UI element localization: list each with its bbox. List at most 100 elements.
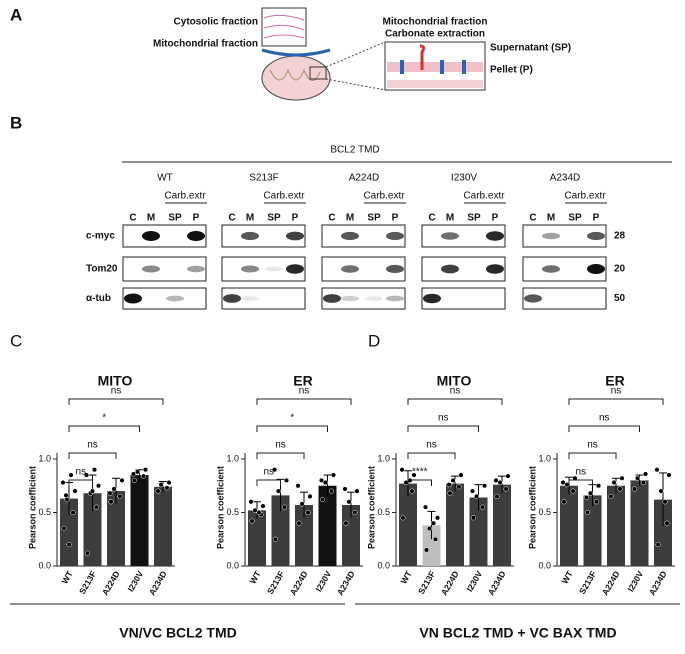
data-point	[583, 494, 590, 501]
x-tick-label: A224D	[600, 569, 622, 597]
protein	[462, 60, 466, 74]
carb-label: Carb.extr	[564, 191, 606, 202]
y-tick-label: 1.0	[538, 453, 551, 463]
sig-bracket	[256, 452, 305, 459]
x-tick-label: WT	[559, 568, 575, 585]
x-tick-label: WT	[59, 568, 75, 585]
bar	[107, 491, 125, 566]
label: Mitochondrial fraction	[153, 39, 258, 50]
band	[441, 232, 459, 240]
data-point	[561, 499, 567, 505]
y-tick-label: 0.5	[538, 507, 551, 517]
blot-box	[421, 224, 506, 248]
sig-label: ns	[299, 386, 310, 397]
blot-box	[122, 224, 207, 248]
data-point	[296, 520, 302, 526]
data-point	[166, 479, 172, 486]
sig-bracket	[568, 398, 664, 405]
zoom-line	[325, 78, 386, 91]
data-point	[319, 497, 326, 503]
data-point	[111, 486, 117, 492]
data-point	[354, 488, 360, 494]
bar	[83, 493, 102, 566]
data-point	[330, 472, 337, 478]
data-point	[130, 471, 137, 477]
x-tick-label: A234D	[486, 569, 508, 597]
sig-label: ns	[587, 440, 598, 451]
header: BCL2 TMD	[330, 145, 379, 156]
label: Mitochondrial fraction	[383, 17, 488, 28]
lane-label: C	[529, 213, 536, 224]
band	[542, 232, 560, 240]
pellet-layer	[387, 80, 483, 88]
data-point	[307, 493, 313, 500]
bar	[560, 485, 578, 566]
x-tick-label: I230V	[464, 569, 484, 594]
chart-title: ER	[605, 373, 624, 389]
data-point	[595, 483, 602, 489]
data-point	[343, 520, 349, 526]
data-point	[272, 536, 279, 542]
lane-label: P	[392, 213, 399, 224]
sig-label: ns	[75, 467, 86, 478]
y-tick-label: 0.0	[226, 560, 239, 570]
data-point	[446, 482, 452, 488]
x-tick-label: S213F	[265, 569, 286, 596]
data-point	[409, 488, 415, 494]
band	[341, 295, 359, 302]
data-point	[655, 542, 661, 548]
group-label: A224D	[349, 173, 380, 184]
bar	[60, 498, 78, 566]
panel-label: B	[10, 113, 22, 132]
data-point	[619, 475, 625, 481]
band	[587, 231, 605, 241]
data-point	[140, 473, 147, 479]
band	[423, 293, 441, 304]
x-tick-label: WT	[398, 568, 414, 585]
bar	[271, 495, 290, 566]
protein	[400, 60, 404, 74]
sig-label: ns	[450, 386, 461, 397]
y-label: Pearson coefficient	[527, 466, 537, 549]
sig-bracket	[256, 479, 281, 486]
label: Supernatant (SP)	[490, 43, 571, 54]
y-tick-label: 0.5	[226, 507, 239, 517]
band	[441, 264, 459, 274]
bar	[154, 486, 172, 566]
data-point	[119, 477, 125, 483]
data-point	[142, 467, 149, 473]
lane-label: P	[292, 213, 299, 224]
sig-bracket	[568, 452, 617, 459]
data-point	[617, 486, 623, 492]
sig-label: *	[102, 413, 106, 424]
x-tick-label: S213F	[416, 569, 437, 596]
band	[542, 265, 560, 273]
group-label: A234D	[550, 173, 581, 184]
lane-label: SP	[467, 213, 481, 224]
group-label: S213F	[249, 173, 278, 184]
x-tick-label: A234D	[335, 569, 357, 597]
carb-label: Carb.extr	[263, 191, 305, 202]
y-label: Pearson coefficient	[27, 466, 37, 549]
data-point	[91, 467, 98, 473]
data-point	[640, 479, 647, 486]
sig-bracket	[68, 479, 93, 486]
row-label: Tom20	[86, 264, 118, 275]
band	[386, 264, 404, 274]
data-point	[248, 499, 254, 505]
data-point	[158, 482, 164, 488]
lane-label: SP	[568, 213, 582, 224]
panel-label: C	[10, 331, 22, 350]
data-point	[430, 520, 437, 526]
blot-box	[221, 287, 306, 310]
bar	[493, 484, 511, 566]
data-point	[642, 471, 649, 477]
lane-label: M	[547, 213, 555, 224]
data-point	[666, 472, 672, 478]
data-point	[352, 509, 358, 516]
chart-title: MITO	[437, 373, 472, 389]
data-point	[299, 501, 305, 507]
data-point	[108, 499, 114, 505]
blot-box	[221, 224, 306, 248]
sig-label: ns	[575, 467, 586, 478]
